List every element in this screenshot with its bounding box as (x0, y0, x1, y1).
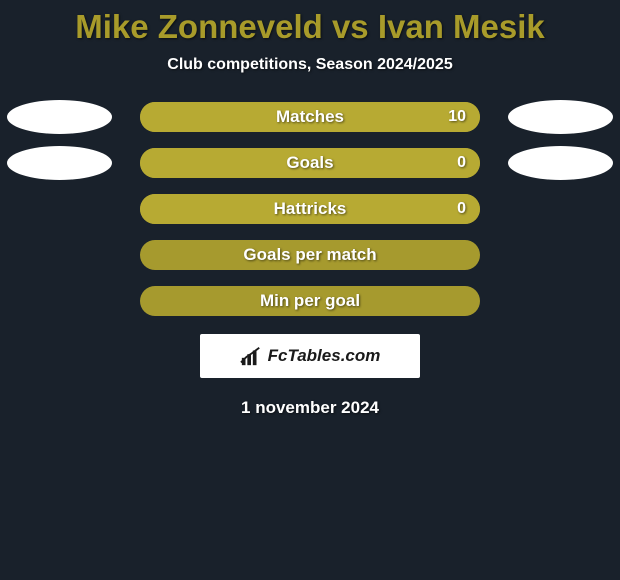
subtitle: Club competitions, Season 2024/2025 (0, 56, 620, 74)
stat-label: Min per goal (260, 291, 360, 311)
date-text: 1 november 2024 (0, 398, 620, 418)
brand-text: FcTables.com (268, 346, 381, 366)
stat-value: 0 (457, 200, 466, 218)
bar-chart-icon (240, 345, 262, 367)
right-ellipse (508, 100, 613, 134)
left-ellipse (7, 100, 112, 134)
stat-row: Hattricks 0 (0, 194, 620, 224)
comparison-infographic: Mike Zonneveld vs Ivan Mesik Club compet… (0, 0, 620, 580)
page-title: Mike Zonneveld vs Ivan Mesik (0, 8, 620, 46)
stat-value: 10 (448, 108, 466, 126)
stat-rows: Matches 10 Goals 0 Hattricks 0 (0, 102, 620, 316)
stat-row: Matches 10 (0, 102, 620, 132)
stat-row: Goals 0 (0, 148, 620, 178)
brand-badge: FcTables.com (200, 334, 420, 378)
stat-label: Hattricks (274, 199, 347, 219)
stat-label: Matches (276, 107, 344, 127)
stat-label: Goals per match (243, 245, 376, 265)
stat-bar: Hattricks 0 (140, 194, 480, 224)
stat-value: 0 (457, 154, 466, 172)
stat-row: Min per goal (0, 286, 620, 316)
stat-bar: Matches 10 (140, 102, 480, 132)
right-ellipse (508, 146, 613, 180)
stat-label: Goals (286, 153, 333, 173)
stat-row: Goals per match (0, 240, 620, 270)
stat-bar: Min per goal (140, 286, 480, 316)
stat-bar: Goals per match (140, 240, 480, 270)
stat-bar: Goals 0 (140, 148, 480, 178)
left-ellipse (7, 146, 112, 180)
